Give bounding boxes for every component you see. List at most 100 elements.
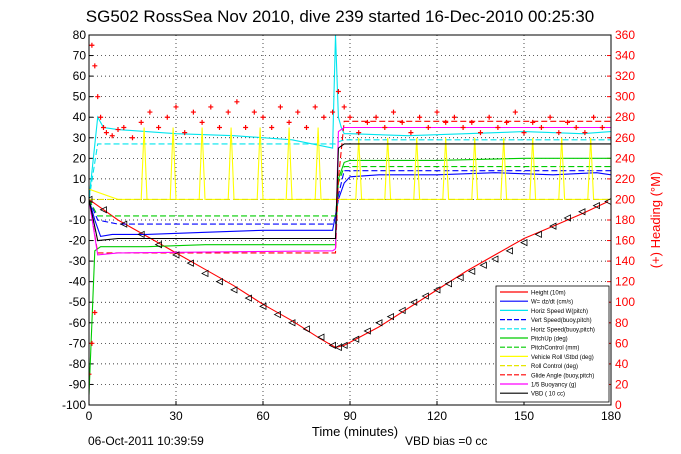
right-y-tick-label: 240 — [615, 151, 635, 165]
right-y-tick-label: 260 — [615, 131, 635, 145]
height-marker — [215, 278, 223, 286]
right-axis-label: (+) Heading (°M) — [648, 172, 663, 269]
y-tick-label: -100 — [62, 398, 86, 412]
heading-point — [356, 130, 362, 136]
heading-point — [225, 109, 231, 115]
heading-point — [109, 133, 115, 139]
plot-frame — [88, 34, 612, 406]
heading-point — [121, 125, 127, 130]
series-line-pitch_up — [89, 157, 611, 395]
heading-point — [251, 109, 257, 115]
heading-point — [286, 119, 292, 125]
heading-point — [538, 125, 544, 130]
y-tick-label: -90 — [69, 377, 87, 391]
height-marker — [363, 327, 371, 335]
heading-point — [95, 94, 101, 100]
heading-point — [521, 130, 527, 136]
legend-label-roll_control: Roll Control (deg) — [531, 364, 578, 370]
height-marker — [259, 302, 267, 310]
series-line-vbd — [89, 143, 611, 242]
legend-label-vbd: VBD ( 10 cc) — [531, 392, 565, 398]
heading-point — [341, 104, 347, 110]
y-tick-label: 20 — [73, 151, 87, 165]
y-tick-label: 10 — [73, 172, 87, 186]
heading-point — [321, 114, 327, 120]
series-line-horiz_speed_buoy — [89, 139, 611, 200]
heading-point — [92, 63, 98, 69]
heading-point — [391, 109, 396, 115]
legend-label-horiz_speed_w: Horiz Speed W(pitch) — [531, 309, 588, 315]
heading-point — [478, 130, 483, 136]
heading-point — [199, 119, 205, 125]
y-tick-label: 60 — [73, 69, 87, 83]
heading-point — [608, 135, 611, 141]
heading-point — [512, 109, 518, 115]
vbd-bias-note: VBD bias =0 cc — [405, 434, 487, 448]
right-y-tick-label: 40 — [615, 357, 629, 371]
heading-point — [495, 125, 501, 130]
heading-point — [164, 114, 170, 120]
height-marker — [302, 325, 310, 333]
right-y-tick-label: 80 — [615, 316, 629, 330]
heading-point — [101, 125, 106, 130]
height-marker — [340, 341, 348, 350]
height-marker — [409, 298, 418, 306]
height-marker — [230, 286, 238, 294]
height-marker — [334, 343, 342, 352]
height-marker — [201, 269, 209, 278]
heading-point — [98, 114, 104, 120]
y-tick-label: 70 — [73, 49, 87, 63]
x-axis-label: Time (minutes) — [312, 424, 398, 439]
heading-point — [89, 371, 92, 377]
legend-label-glide_angle: Glide Angle (buoy,pitch) — [531, 373, 594, 379]
heading-point — [147, 109, 153, 115]
heading-point — [425, 125, 431, 130]
series-line-vert_speed_buoy — [89, 170, 611, 225]
heading-point — [312, 104, 318, 110]
right-y-tick-label: 140 — [615, 254, 635, 268]
series-line-pitch_control — [89, 166, 611, 217]
heading-point — [182, 130, 188, 136]
height-marker — [154, 241, 162, 249]
heading-point — [243, 125, 249, 130]
heading-point — [190, 109, 196, 115]
plot-area — [89, 35, 611, 395]
heading-point — [434, 109, 440, 115]
legend-box — [495, 285, 610, 403]
legend-label-horiz_speed_buoy: Horiz Speed(buoy,pitch) — [531, 327, 595, 333]
height-marker — [351, 335, 360, 343]
y-tick-label: 80 — [73, 28, 87, 42]
y-tick-label: -60 — [69, 316, 87, 330]
heading-point — [451, 114, 457, 120]
heading-point — [295, 109, 301, 115]
legend-label-w: W= dz/dt (cm/s) — [531, 300, 573, 306]
y-tick-label: -50 — [69, 295, 87, 309]
heading-point — [530, 119, 536, 125]
height-marker — [119, 220, 128, 228]
height-marker — [317, 333, 325, 341]
y-tick-label: 50 — [73, 90, 87, 104]
heading-point — [92, 310, 98, 315]
heading-point — [138, 119, 144, 125]
legend-label-vehicle_roll: Vehicle Roll \Stbd (deg) — [531, 355, 594, 361]
right-y-tick-label: 220 — [615, 172, 635, 186]
height-marker — [467, 267, 476, 276]
height-marker — [563, 214, 571, 222]
heading-point — [277, 104, 283, 110]
chart-title: SG502 RossSea Nov 2010, dive 239 started… — [86, 7, 594, 26]
heading-point — [582, 130, 588, 136]
y-tick-label: -20 — [69, 234, 87, 248]
heading-point — [382, 125, 388, 130]
height-marker — [89, 195, 93, 204]
y-tick-label: 40 — [73, 110, 87, 124]
height-marker — [398, 306, 406, 315]
height-marker — [186, 259, 194, 267]
x-axis: 0 30 60 90 120 150 180 — [86, 401, 621, 423]
heading-point — [573, 125, 579, 130]
height-marker — [534, 230, 542, 239]
heading-point — [330, 109, 336, 115]
series-line-buoyancy — [89, 126, 611, 256]
heading-point — [130, 135, 135, 141]
heading-point — [217, 125, 222, 130]
y-tick-label: -10 — [69, 213, 87, 227]
